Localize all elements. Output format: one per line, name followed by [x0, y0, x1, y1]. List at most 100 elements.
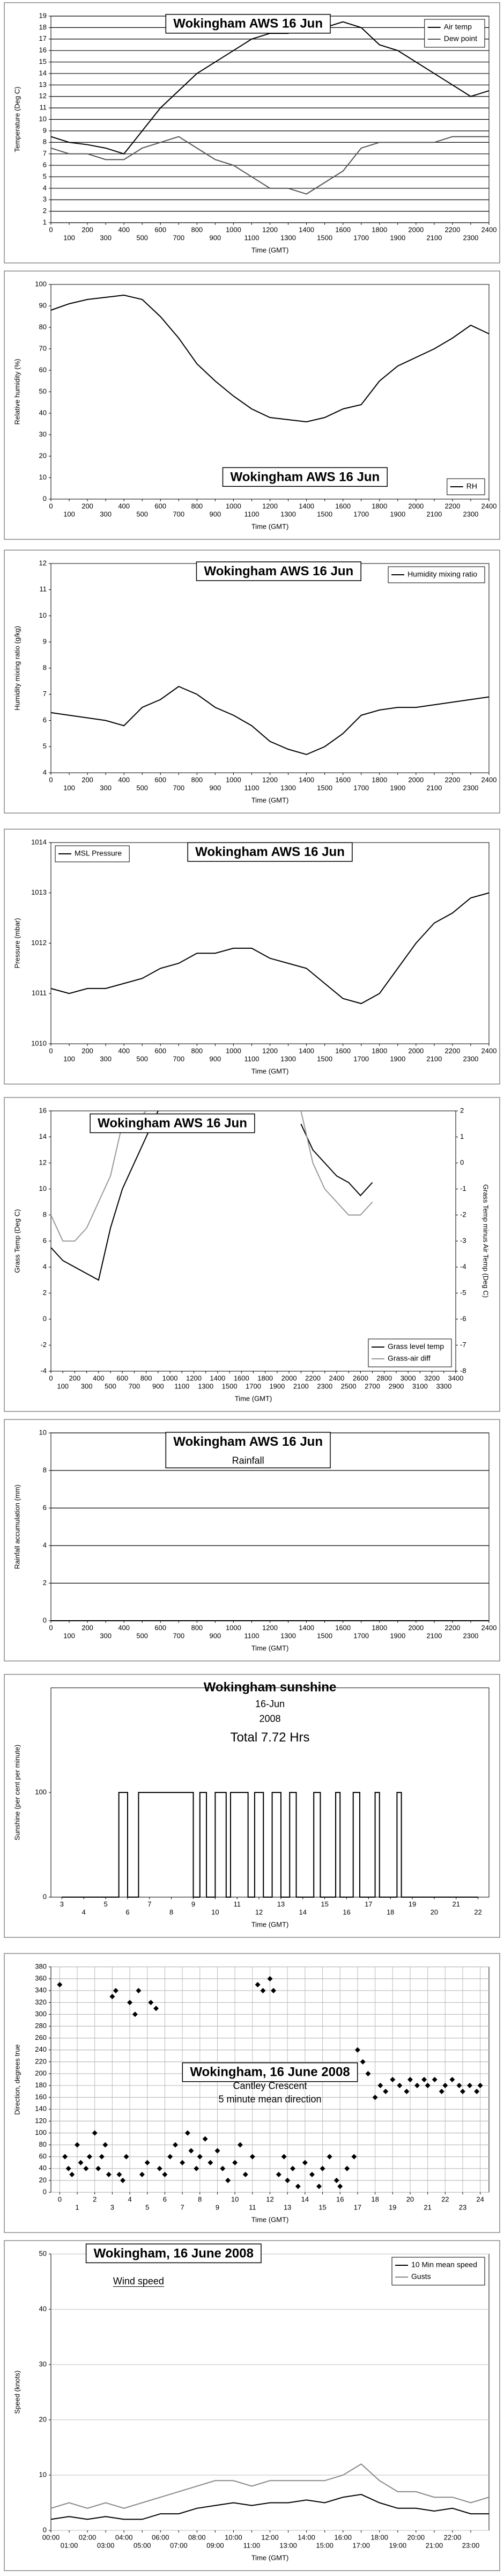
x-tick-label: 700 [129, 1382, 140, 1390]
point [106, 2171, 112, 2177]
y-tick-label: 5 [43, 742, 47, 750]
y-tick-label: 8 [43, 138, 47, 146]
y2-tick-label: 2 [460, 1106, 464, 1114]
x-tick-label: 7 [180, 2203, 184, 2211]
y-axis-label: Relative humidity (%) [13, 359, 21, 425]
point [184, 2130, 190, 2136]
x-tick-label: 500 [105, 1382, 116, 1390]
point [474, 2089, 480, 2095]
y-tick-label: 20 [39, 2176, 47, 2184]
y-tick-label: 8 [43, 1466, 47, 1474]
y-tick-label: 1010 [31, 1039, 47, 1047]
x-tick-label: 1900 [390, 784, 405, 792]
y-tick-label: 10 [39, 115, 47, 123]
y-tick-label: 2 [43, 1578, 47, 1586]
x-tick-label: 2600 [353, 1374, 368, 1382]
x-tick-label: 900 [210, 510, 221, 518]
y-tick-label: 4 [43, 1262, 47, 1270]
legend-label: 10 Min mean speed [411, 2260, 477, 2269]
x-tick-label: 2300 [463, 233, 478, 241]
y2-tick-label: -7 [460, 1341, 466, 1349]
point [109, 1994, 115, 2000]
x-axis-label: Time (GMT) [251, 2215, 289, 2223]
point [271, 1988, 277, 1994]
x-tick-label: 200 [69, 1374, 81, 1382]
y-tick-label: 5 [43, 172, 47, 180]
x-tick-label: 1900 [390, 1055, 405, 1063]
point [194, 2165, 199, 2171]
x-tick-label: 1000 [226, 1623, 241, 1631]
x-tick-label: 2400 [481, 225, 497, 233]
y-tick-label: 0 [43, 1892, 47, 1900]
x-tick-label: 3 [60, 1900, 64, 1908]
x-tick-label: 10:00 [225, 2533, 242, 2541]
point [459, 2089, 465, 2095]
point [390, 2077, 396, 2082]
y-axis-label: Temperature (Deg C) [13, 86, 21, 152]
x-tick-label: 600 [116, 1374, 128, 1382]
x-tick-label: 21:00 [426, 2541, 443, 2549]
x-tick-label: 1100 [244, 1055, 259, 1063]
x-tick-label: 1400 [210, 1374, 225, 1382]
x-tick-label: 300 [100, 510, 112, 518]
y-tick-label: 6 [43, 1503, 47, 1511]
y-tick-label: 12 [39, 92, 47, 100]
y-tick-label: 10 [39, 473, 47, 481]
x-tick-label: 0 [49, 775, 53, 784]
x-tick-label: 22 [441, 2195, 449, 2203]
y-tick-label: 80 [39, 2140, 47, 2148]
plot-area [50, 842, 490, 1044]
x-tick-label: 1700 [353, 1055, 369, 1063]
x-tick-label: 2000 [408, 775, 424, 784]
x-tick-label: 3 [110, 2203, 114, 2211]
x-tick-label: 0 [49, 1623, 53, 1631]
y-tick-label: 6 [43, 160, 47, 169]
x-tick-label: 2200 [444, 1046, 460, 1055]
x-tick-label: 04:00 [115, 2533, 133, 2541]
x-tick-label: 100 [63, 1055, 75, 1063]
x-tick-label: 1700 [353, 510, 369, 518]
x-tick-label: 300 [100, 233, 112, 241]
y-tick-label: 100 [35, 280, 47, 288]
x-axis-label: Time (GMT) [235, 1394, 272, 1402]
x-tick-label: 22:00 [444, 2533, 462, 2541]
x-tick-label: 2000 [408, 1623, 424, 1631]
x-tick-label: 1200 [262, 1623, 278, 1631]
x-tick-label: 200 [81, 502, 93, 510]
y-tick-label: 50 [39, 387, 47, 395]
point [276, 2171, 281, 2177]
x-tick-label: 3000 [401, 1374, 416, 1382]
point [173, 2142, 179, 2148]
point [65, 2165, 71, 2171]
x-tick-label: 8 [198, 2195, 202, 2203]
y-tick-label: 16 [39, 1106, 47, 1114]
y-tick-label: 60 [39, 365, 47, 374]
x-tick-label: 2000 [281, 1374, 297, 1382]
x-tick-label: 1400 [299, 225, 314, 233]
x-tick-label: 2200 [305, 1374, 321, 1382]
x-tick-label: 0 [58, 2195, 62, 2203]
point [180, 2160, 186, 2165]
y-tick-label: 7 [43, 690, 47, 698]
y-tick-label: 10 [39, 1428, 47, 1436]
legend: Grass level temp Grass-air diff [368, 1338, 452, 1367]
y-tick-label: 340 [35, 1986, 47, 1994]
x-tick-label: 2400 [329, 1374, 344, 1382]
y-tick-label: 100 [35, 2128, 47, 2136]
x-tick-label: 14 [301, 2195, 309, 2203]
y-tick-label: 220 [35, 2057, 47, 2065]
x-tick-label: 2100 [426, 784, 442, 792]
y-tick-label: 50 [39, 2249, 47, 2257]
x-tick-label: 1000 [162, 1374, 178, 1382]
x-tick-label: 1700 [353, 233, 369, 241]
x-tick-label: 500 [136, 233, 148, 241]
point [148, 2000, 154, 2006]
point [237, 2142, 243, 2148]
x-tick-label: 1800 [372, 1623, 387, 1631]
x-tick-label: 2300 [463, 510, 478, 518]
x-tick-label: 1000 [226, 1046, 241, 1055]
x-tick-label: 18 [371, 2195, 379, 2203]
point [255, 1982, 261, 1988]
point [267, 1976, 273, 1982]
point [285, 2177, 291, 2183]
